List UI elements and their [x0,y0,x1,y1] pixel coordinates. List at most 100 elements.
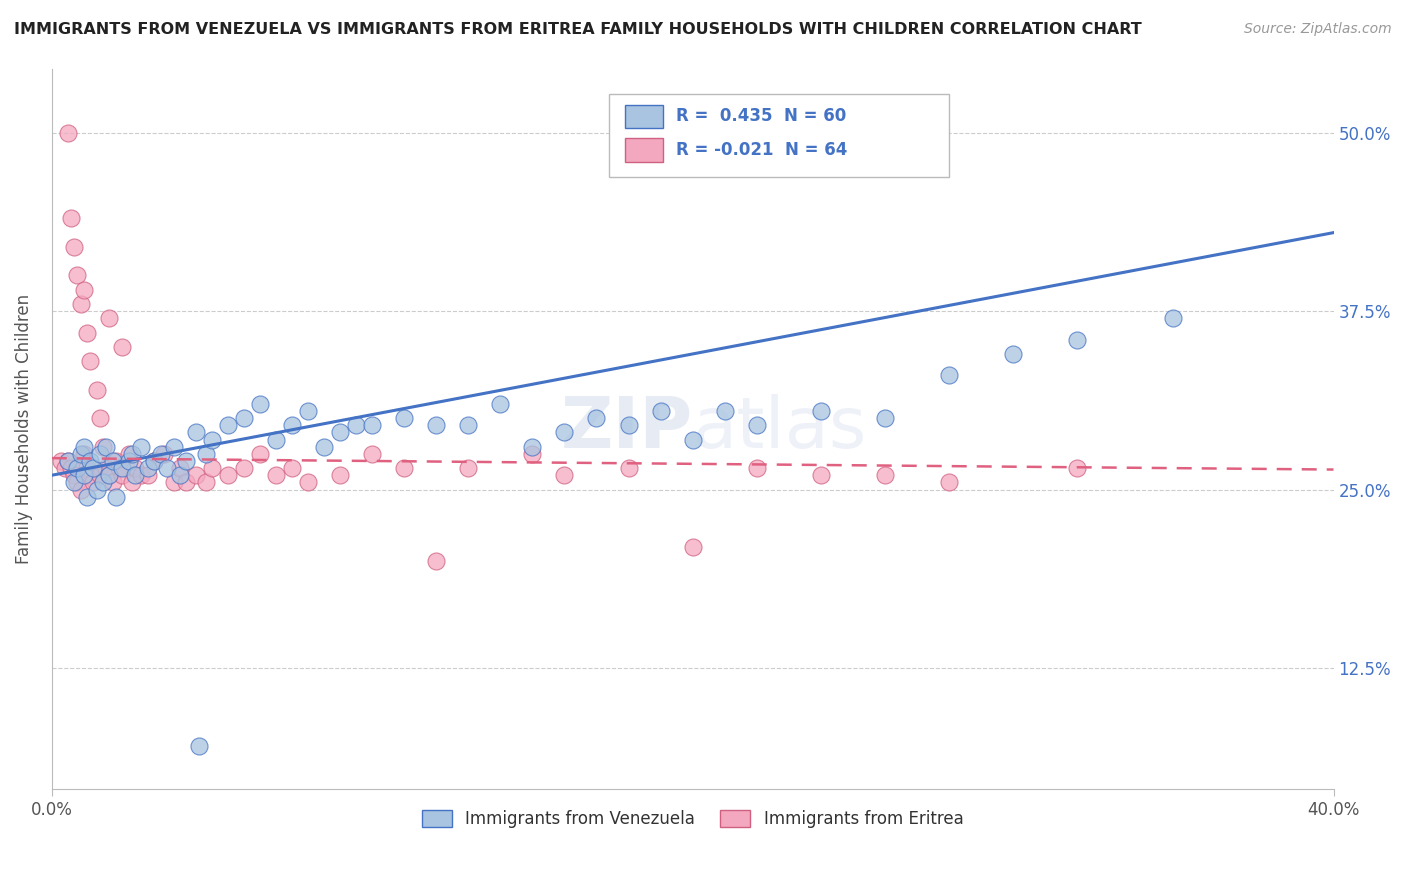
Point [86,483,108,497]
Point [650,404,672,418]
Point [79,354,101,368]
Point [66,475,89,490]
Point [264,433,287,447]
Point [131,468,153,483]
Point [51,454,73,468]
Point [194,447,217,461]
Point [188,739,211,754]
Point [585,411,607,425]
Point [201,433,224,447]
Point [249,447,271,461]
Point [121,447,143,461]
Point [297,475,319,490]
Point [69,297,91,311]
Point [131,440,153,454]
Point [89,447,111,461]
Point [104,490,127,504]
Point [873,411,896,425]
Point [394,461,416,475]
Point [361,447,384,461]
Point [281,418,304,433]
Point [56,454,79,468]
Point [63,475,86,490]
Point [56,126,79,140]
Point [59,211,82,226]
Point [101,454,124,468]
Point [143,454,166,468]
Point [143,454,166,468]
Point [121,475,143,490]
Point [553,425,575,440]
Point [682,540,704,554]
Point [1161,311,1184,326]
Point [63,240,86,254]
Point [136,461,159,475]
Point [810,468,832,483]
Point [96,461,118,475]
Point [59,461,82,475]
Point [233,411,256,425]
Point [96,440,118,454]
Point [89,468,111,483]
Point [63,468,86,483]
Point [329,468,352,483]
Point [76,490,98,504]
Point [425,554,447,568]
Point [153,447,176,461]
Point [194,475,217,490]
Point [86,383,108,397]
Point [73,440,96,454]
Point [108,461,131,475]
Point [281,461,304,475]
Point [169,468,191,483]
Point [522,447,544,461]
Point [938,368,960,383]
Point [329,425,352,440]
Point [69,447,91,461]
Point [1002,347,1025,361]
Point [713,404,735,418]
Point [394,411,416,425]
Point [118,447,141,461]
Y-axis label: Family Households with Children: Family Households with Children [15,293,32,564]
Point [76,326,98,340]
Point [66,461,89,475]
Point [66,268,89,283]
Point [111,468,134,483]
Point [938,475,960,490]
Point [184,468,207,483]
Point [233,461,256,475]
Text: IMMIGRANTS FROM VENEZUELA VS IMMIGRANTS FROM ERITREA FAMILY HOUSEHOLDS WITH CHIL: IMMIGRANTS FROM VENEZUELA VS IMMIGRANTS … [14,22,1142,37]
Point [73,447,96,461]
Point [553,468,575,483]
Point [873,468,896,483]
Point [1066,461,1088,475]
Legend: Immigrants from Venezuela, Immigrants from Eritrea: Immigrants from Venezuela, Immigrants fr… [415,804,970,835]
Text: R = -0.021  N = 64: R = -0.021 N = 64 [676,141,848,159]
Point [98,311,121,326]
Point [73,468,96,483]
Point [810,404,832,418]
Point [176,454,198,468]
Bar [624,138,664,162]
Point [682,433,704,447]
Point [162,440,184,454]
Point [617,461,640,475]
Point [149,447,172,461]
Point [101,475,124,490]
Point [314,440,336,454]
Point [111,461,134,475]
Point [457,461,479,475]
Point [124,468,146,483]
Point [264,468,287,483]
Point [361,418,384,433]
Point [91,475,114,490]
Point [745,418,768,433]
Point [522,440,544,454]
Point [1066,333,1088,347]
Point [217,418,239,433]
Point [249,397,271,411]
Point [169,461,191,475]
Point [69,483,91,497]
Point [53,461,76,475]
